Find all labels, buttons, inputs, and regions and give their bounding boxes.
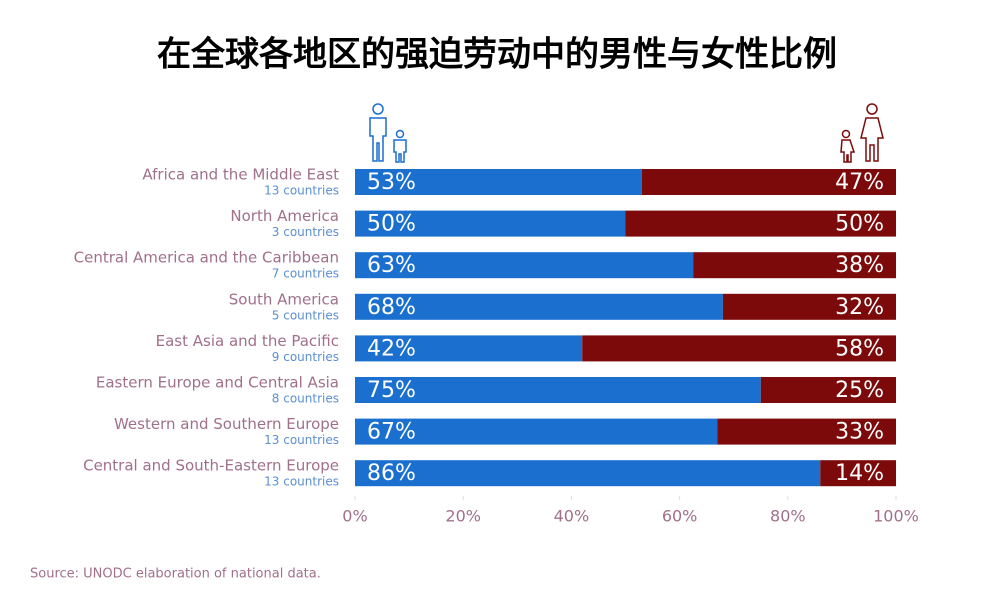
bar-segment: [582, 335, 896, 362]
bar-segment: [625, 210, 896, 237]
value-label: 75%: [367, 378, 416, 403]
bar-segment: [722, 293, 896, 320]
x-tick-label: 20%: [445, 507, 481, 526]
female-icon: [840, 103, 884, 163]
category-label: Western and Southern Europe: [114, 415, 339, 433]
category-label: Eastern Europe and Central Asia: [96, 374, 339, 392]
category-label: Central America and the Caribbean: [74, 249, 339, 267]
bar-segment: [355, 335, 583, 362]
value-label: 67%: [367, 420, 416, 445]
bar-segment: [355, 252, 694, 279]
category-label: East Asia and the Pacific: [156, 332, 339, 350]
x-tick-label: 40%: [554, 507, 590, 526]
value-label: 47%: [835, 170, 884, 195]
category-label: Central and South-Eastern Europe: [83, 457, 339, 475]
value-label: 42%: [367, 336, 416, 361]
category-note: 8 countries: [272, 392, 339, 406]
bar-segment: [355, 460, 821, 487]
bar-segment: [355, 377, 761, 403]
value-label: 53%: [367, 170, 416, 195]
category-note: 9 countries: [272, 350, 339, 364]
bar-segment: [717, 418, 896, 445]
bar-segment: [641, 169, 896, 195]
value-label: 68%: [367, 295, 416, 320]
category-note: 7 countries: [272, 267, 339, 281]
bar-segment: [820, 460, 896, 487]
bar-segment: [760, 377, 896, 403]
category-note: 3 countries: [272, 225, 339, 239]
source-note: Source: UNODC elaboration of national da…: [30, 567, 321, 582]
category-label: Africa and the Middle East: [142, 166, 339, 184]
bar-segment: [355, 169, 642, 195]
category-note: 13 countries: [264, 475, 339, 489]
value-label: 32%: [835, 295, 884, 320]
x-tick-label: 100%: [873, 507, 919, 526]
value-label: 86%: [367, 461, 416, 486]
category-label: South America: [229, 290, 339, 308]
value-label: 50%: [367, 212, 416, 237]
category-label: North America: [230, 207, 339, 225]
bar-segment: [355, 418, 718, 445]
chart-title: 在全球各地区的强迫劳动中的男性与女性比例: [157, 35, 837, 75]
value-label: 38%: [835, 253, 884, 278]
x-tick-label: 80%: [770, 507, 806, 526]
value-label: 63%: [367, 253, 416, 278]
category-note: 5 countries: [272, 308, 339, 322]
value-label: 14%: [835, 461, 884, 486]
bar-segment: [355, 210, 626, 237]
bar-segment: [693, 252, 896, 279]
value-label: 50%: [835, 212, 884, 237]
x-tick-label: 0%: [342, 507, 367, 526]
category-note: 13 countries: [264, 184, 339, 198]
value-label: 33%: [835, 420, 884, 445]
bar-segment: [355, 293, 723, 320]
value-label: 25%: [835, 378, 884, 403]
value-label: 58%: [835, 336, 884, 361]
male-icon: [369, 103, 407, 163]
x-tick-label: 60%: [662, 507, 698, 526]
category-note: 13 countries: [264, 433, 339, 447]
